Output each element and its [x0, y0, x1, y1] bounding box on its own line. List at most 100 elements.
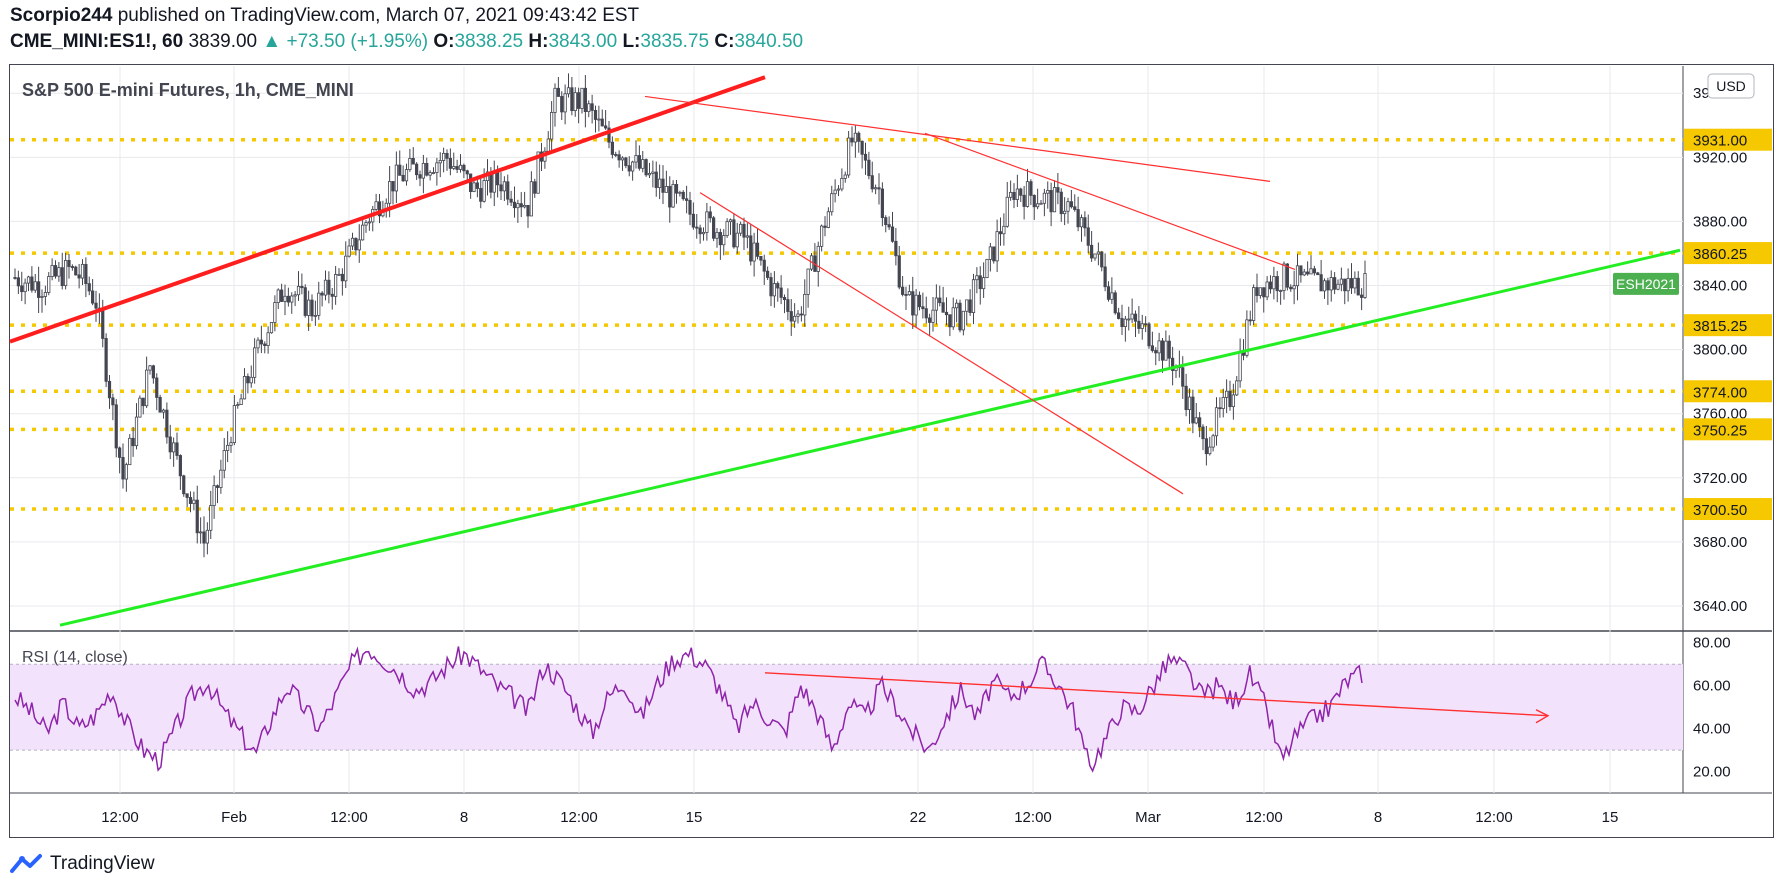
x-tick-label: 22 [910, 809, 927, 826]
candle-body [1046, 190, 1050, 194]
candle-body [469, 173, 473, 193]
candle-body [1063, 210, 1067, 215]
candle-body [776, 283, 780, 289]
candle-body [411, 158, 415, 165]
candle-body [239, 398, 243, 405]
candle-body [1309, 268, 1313, 275]
candle-body [1363, 273, 1367, 298]
candle-body [67, 260, 71, 267]
y-tick-label: 3880.00 [1693, 213, 1747, 230]
candle-body [573, 92, 577, 112]
candle-body [654, 171, 658, 188]
x-tick-label: Mar [1135, 809, 1161, 826]
candle-body [455, 166, 459, 170]
open-value: 3838.25 [454, 31, 524, 52]
candle-body [674, 184, 679, 194]
candle-body [1052, 187, 1057, 213]
candle-body [1346, 278, 1350, 292]
candle-body [1059, 191, 1063, 215]
candle-body [492, 171, 496, 193]
currency-badge [1707, 73, 1755, 99]
candle-body [627, 165, 631, 172]
candle-body [870, 175, 874, 190]
candle-body [1262, 287, 1266, 298]
y-tick-label: 3920.00 [1693, 149, 1747, 166]
tradingview-logo-icon[interactable] [10, 853, 44, 875]
x-tick-label: 12:00 [560, 809, 598, 826]
candle-body [30, 276, 34, 291]
candle-body [617, 154, 621, 161]
candle-body [1012, 191, 1016, 200]
x-tick-label: 12:00 [1014, 809, 1052, 826]
candle-body [641, 159, 645, 169]
candle-body [300, 285, 304, 289]
candle-body [212, 485, 216, 506]
candle-body [242, 376, 247, 400]
candle-body [1127, 318, 1131, 321]
candle-body [874, 187, 878, 190]
candle-body [33, 281, 37, 291]
candle-body [735, 232, 739, 248]
candle-body [955, 302, 959, 309]
candle-body [47, 276, 51, 293]
candle-body [1194, 417, 1198, 424]
candle-body [755, 242, 760, 257]
candle-body [698, 227, 702, 235]
publisher-name[interactable]: Scorpio244 [10, 5, 113, 26]
candle-body [789, 311, 793, 322]
candle-body [901, 286, 905, 295]
candle-body [1201, 426, 1205, 440]
candle-body [388, 181, 392, 204]
candle-body [519, 203, 523, 208]
candle-body [50, 265, 54, 277]
candle-body [847, 137, 851, 176]
candle-body [330, 293, 334, 297]
candle-body [830, 193, 834, 213]
candle-body [1289, 286, 1293, 290]
low-value: 3835.75 [640, 31, 710, 52]
candle-body [938, 297, 942, 304]
candle-body [155, 377, 159, 398]
candle-body [840, 177, 844, 190]
candle-body [890, 226, 895, 242]
candle-body [911, 291, 915, 316]
candle-body [894, 240, 898, 257]
candle-body [688, 200, 692, 215]
chart-title: S&P 500 E-mini Futures, 1h, CME_MINI [22, 80, 354, 100]
footer: TradingView [10, 853, 155, 875]
candle-body [1326, 280, 1330, 291]
candle-body [921, 306, 925, 310]
candle-body [215, 485, 220, 488]
candle-body [880, 188, 884, 218]
level-tag-label: 3931.00 [1693, 133, 1747, 150]
candle-body [104, 338, 108, 382]
candle-body [799, 313, 803, 316]
candle-body [408, 158, 412, 170]
candle-body [1022, 194, 1026, 207]
candle-body [1285, 263, 1289, 288]
candle-body [195, 499, 199, 534]
candle-body [165, 409, 169, 438]
candle-body [232, 405, 236, 444]
candle-body [1356, 277, 1360, 296]
footer-brand[interactable]: TradingView [50, 853, 155, 874]
candle-body [134, 416, 139, 447]
candle-body [280, 289, 284, 302]
candle-body [391, 181, 395, 192]
candle-body [458, 164, 463, 170]
candle-body [759, 255, 763, 261]
candle-body [546, 138, 550, 152]
level-tag [1684, 128, 1772, 151]
candle-body [1005, 196, 1009, 227]
candle-body [1204, 438, 1208, 455]
candle-body [91, 290, 95, 304]
candle-body [1039, 202, 1043, 205]
candle-body [1110, 292, 1114, 300]
candle-body [121, 457, 125, 480]
trendline-upper-channel [9, 75, 766, 344]
candle-body [577, 92, 581, 109]
level-tag-label: 3750.25 [1693, 422, 1747, 439]
candle-body [1258, 287, 1262, 296]
candle-body [907, 291, 911, 296]
